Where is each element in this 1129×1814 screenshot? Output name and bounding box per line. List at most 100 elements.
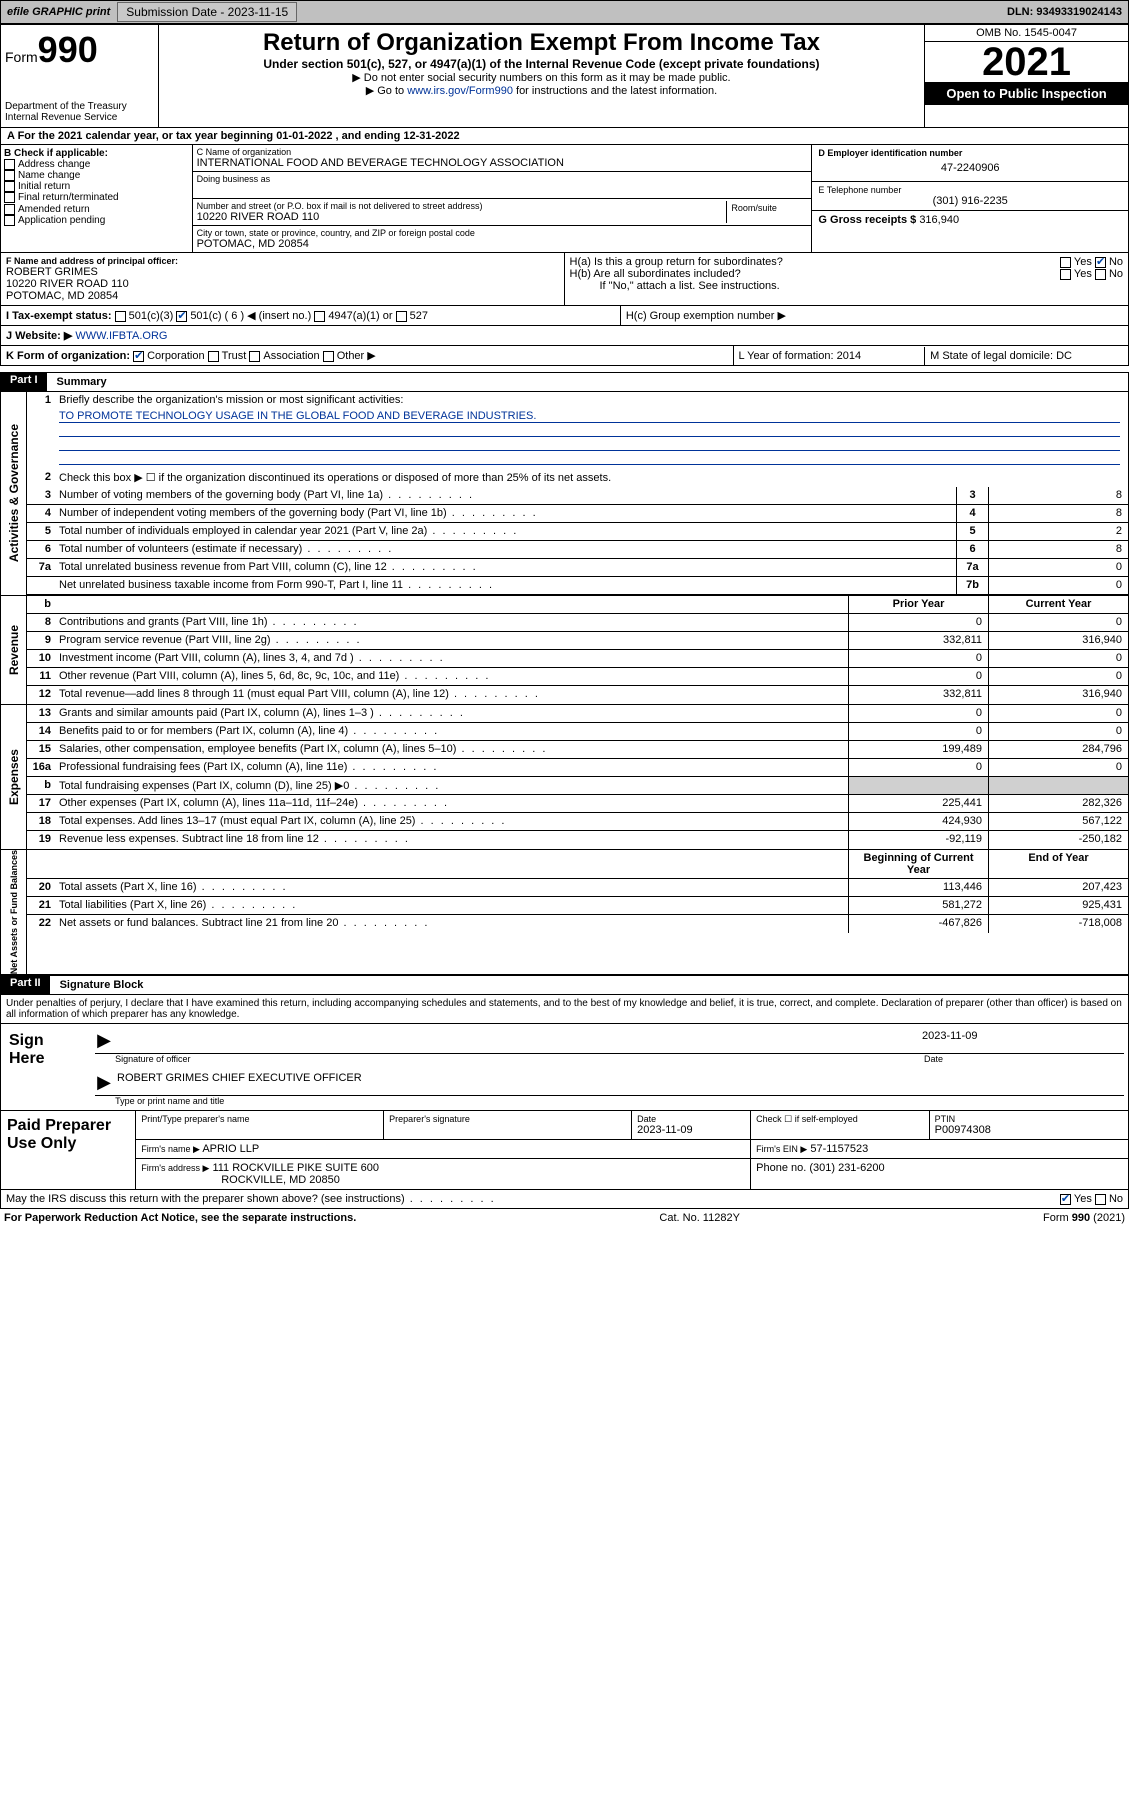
- line-text: Salaries, other compensation, employee b…: [55, 741, 848, 758]
- ein: 47-2240906: [818, 158, 1122, 178]
- line-text: Total number of individuals employed in …: [55, 523, 956, 540]
- domicile: M State of legal domicile: DC: [925, 347, 1128, 365]
- curr-val: 207,423: [988, 879, 1128, 896]
- line-text: Total unrelated business revenue from Pa…: [55, 559, 956, 576]
- l2-txt: Check this box ▶ ☐ if the organization d…: [55, 469, 1128, 487]
- chk-amended[interactable]: Amended return: [4, 204, 189, 215]
- discuss-txt: May the IRS discuss this return with the…: [6, 1193, 405, 1205]
- instr-1: ▶ Do not enter social security numbers o…: [163, 71, 920, 84]
- prior-val: 0: [848, 759, 988, 776]
- irs-link[interactable]: www.irs.gov/Form990: [407, 85, 513, 97]
- mission[interactable]: TO PROMOTE TECHNOLOGY USAGE IN THE GLOBA…: [59, 410, 536, 422]
- chk-other[interactable]: [323, 351, 334, 362]
- side-rev: Revenue: [7, 625, 21, 675]
- form-header: Form990 Department of the Treasury Inter…: [0, 24, 1129, 128]
- firm-addr-lbl: Firm's address ▶: [141, 1163, 209, 1173]
- chk-4947[interactable]: [314, 311, 325, 322]
- form-subtitle: Under section 501(c), 527, or 4947(a)(1)…: [163, 57, 920, 71]
- chk-trust[interactable]: [208, 351, 219, 362]
- firm-name: APRIO LLP: [202, 1143, 259, 1155]
- c-name-lbl: C Name of organization: [197, 147, 808, 157]
- curr-val: 0: [988, 668, 1128, 685]
- side-gov: Activities & Governance: [7, 424, 21, 562]
- section-governance: Activities & Governance 1Briefly describ…: [0, 392, 1129, 596]
- firm-city: ROCKVILLE, MD 20850: [141, 1174, 745, 1186]
- line-box: 4: [956, 505, 988, 522]
- discuss-no[interactable]: [1095, 1194, 1106, 1205]
- chk-app-pending[interactable]: Application pending: [4, 215, 189, 226]
- line-text: Other revenue (Part VIII, column (A), li…: [55, 668, 848, 685]
- chk-final-return[interactable]: Final return/terminated: [4, 192, 189, 203]
- discuss-yes[interactable]: [1060, 1194, 1071, 1205]
- prep-date-lbl: Date: [637, 1114, 745, 1124]
- form-title: Return of Organization Exempt From Incom…: [163, 29, 920, 57]
- prior-val: 332,811: [848, 686, 988, 704]
- section-expenses: Expenses 13Grants and similar amounts pa…: [0, 705, 1129, 850]
- line-text: Total number of volunteers (estimate if …: [55, 541, 956, 558]
- chk-assoc[interactable]: [249, 351, 260, 362]
- chk-initial-return[interactable]: Initial return: [4, 181, 189, 192]
- curr-val: 316,940: [988, 632, 1128, 649]
- line-val: 0: [988, 559, 1128, 576]
- curr-val: 0: [988, 614, 1128, 631]
- curr-hdr: Current Year: [988, 596, 1128, 613]
- instr-2: ▶ Go to www.irs.gov/Form990 for instruct…: [163, 84, 920, 97]
- prior-val: [848, 777, 988, 794]
- sign-here-lbl: Sign Here: [1, 1024, 91, 1110]
- prep-sig-lbl: Preparer's signature: [389, 1114, 626, 1124]
- curr-val: -718,008: [988, 915, 1128, 933]
- line-box: 7b: [956, 577, 988, 594]
- org-address: 10220 RIVER ROAD 110: [197, 211, 727, 223]
- prior-val: 0: [848, 650, 988, 667]
- org-name: INTERNATIONAL FOOD AND BEVERAGE TECHNOLO…: [197, 157, 808, 169]
- chk-527[interactable]: [396, 311, 407, 322]
- penalty-text: Under penalties of perjury, I declare th…: [0, 995, 1129, 1024]
- line-text: Program service revenue (Part VIII, line…: [55, 632, 848, 649]
- prior-val: 0: [848, 723, 988, 740]
- chk-corp[interactable]: [133, 351, 144, 362]
- chk-501c[interactable]: [176, 311, 187, 322]
- line-text: Total liabilities (Part X, line 26): [55, 897, 848, 914]
- topbar: efile GRAPHIC print Submission Date - 20…: [0, 0, 1129, 24]
- room-lbl: Room/suite: [731, 203, 803, 213]
- net-prior-hdr: Beginning of Current Year: [848, 850, 988, 878]
- sign-date: 2023-11-09: [922, 1030, 1122, 1051]
- curr-val: 284,796: [988, 741, 1128, 758]
- firm-ein: 57-1157523: [810, 1143, 868, 1155]
- prior-val: 0: [848, 668, 988, 685]
- officer-addr2: POTOMAC, MD 20854: [6, 290, 559, 302]
- line-val: 2: [988, 523, 1128, 540]
- sign-block: Sign Here ▶ 2023-11-09 Signature of offi…: [0, 1024, 1129, 1111]
- sig-lbl: Signature of officer: [95, 1054, 924, 1064]
- l1-txt: Briefly describe the organization's miss…: [55, 392, 1128, 410]
- efile-label: efile GRAPHIC print: [1, 4, 116, 20]
- row-i: I Tax-exempt status: 501(c)(3) 501(c) ( …: [0, 306, 1129, 326]
- curr-val: 0: [988, 705, 1128, 722]
- line-text: Grants and similar amounts paid (Part IX…: [55, 705, 848, 722]
- prep-date: 2023-11-09: [637, 1124, 745, 1136]
- prior-val: -92,119: [848, 831, 988, 849]
- ptin: P00974308: [935, 1124, 1123, 1136]
- hc: H(c) Group exemption number ▶: [621, 306, 1128, 325]
- submission-date-btn[interactable]: Submission Date - 2023-11-15: [117, 2, 297, 22]
- chk-name-change[interactable]: Name change: [4, 170, 189, 181]
- website-link[interactable]: WWW.IFBTA.ORG: [75, 330, 167, 342]
- i-lbl: I Tax-exempt status:: [6, 310, 112, 322]
- phone: (301) 916-2235: [818, 195, 1122, 207]
- chk-address-change[interactable]: Address change: [4, 159, 189, 170]
- discuss-row: May the IRS discuss this return with the…: [0, 1190, 1129, 1209]
- prior-val: 113,446: [848, 879, 988, 896]
- line-text: Total revenue—add lines 8 through 11 (mu…: [55, 686, 848, 704]
- curr-val: 0: [988, 759, 1128, 776]
- name-lbl: Type or print name and title: [95, 1096, 1124, 1106]
- line-val: 0: [988, 577, 1128, 594]
- firm-name-lbl: Firm's name ▶: [141, 1144, 200, 1154]
- firm-phone: Phone no. (301) 231-6200: [751, 1159, 1128, 1189]
- line-box: 3: [956, 487, 988, 504]
- form-number: Form990: [5, 29, 154, 71]
- prep-self-lbl: Check ☐ if self-employed: [756, 1114, 924, 1125]
- prior-val: 332,811: [848, 632, 988, 649]
- row-f-h: F Name and address of principal officer:…: [0, 253, 1129, 306]
- chk-501c3[interactable]: [115, 311, 126, 322]
- period: A For the 2021 calendar year, or tax yea…: [0, 128, 1129, 145]
